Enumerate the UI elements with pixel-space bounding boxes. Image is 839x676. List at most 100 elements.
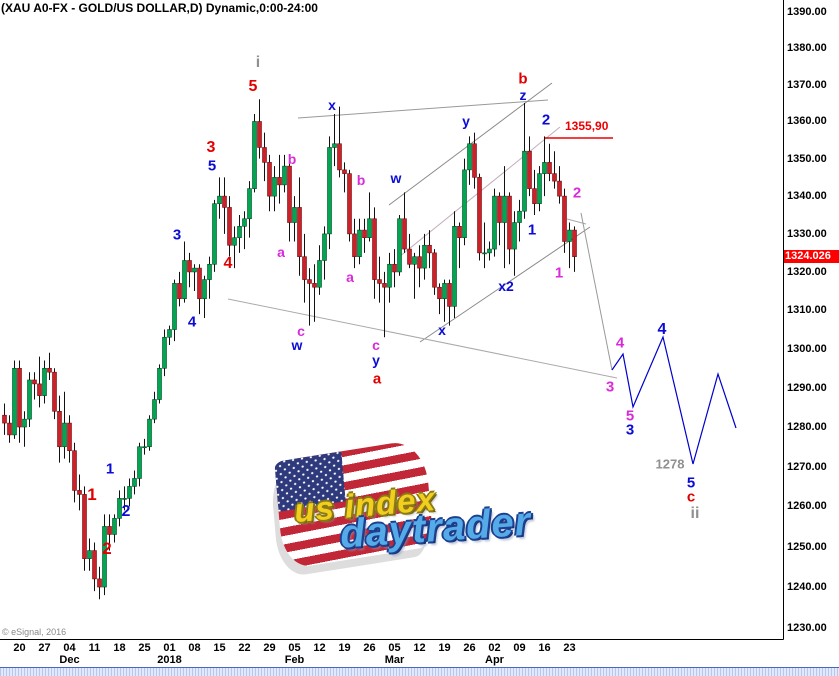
candle-body — [122, 498, 127, 500]
time-axis[interactable]: 20 27 04 11 18 25 01 08 15 22 29 05 12 19 26 05 12 19 26 02… — [0, 640, 784, 668]
wave-label-x-blue[interactable]: x — [438, 322, 446, 338]
candle-body — [282, 165, 287, 186]
candle-body — [237, 226, 242, 238]
candle-body — [267, 162, 272, 197]
wave-label-4-blue[interactable]: 4 — [187, 313, 197, 331]
wave-label-2-blue[interactable]: 2 — [541, 111, 551, 129]
price-axis-label: 1340.00 — [787, 190, 827, 203]
price-axis-label: 1280.00 — [787, 421, 827, 434]
wave-label-4-blue[interactable]: 4 — [657, 321, 667, 338]
wave-label-ii-gray[interactable]: ii — [690, 505, 700, 522]
wave-label-y-blue[interactable]: y — [462, 113, 470, 129]
candle-body — [452, 226, 457, 307]
chart-title: (XAU A0-FX - GOLD/US DOLLAR,D) Dynamic,0… — [1, 1, 318, 15]
candle-body — [292, 207, 297, 223]
wave-label-5-blue[interactable]: 5 — [207, 157, 217, 175]
wave-label-a-magenta[interactable]: a — [346, 269, 354, 285]
wave-label-3-blue[interactable]: 3 — [172, 226, 182, 244]
wave-label-1-blue[interactable]: 1 — [527, 221, 537, 239]
wave-label-b-magenta[interactable]: b — [287, 151, 297, 167]
wave-label-3-blue[interactable]: 3 — [625, 421, 635, 439]
wave-label-1278-gray[interactable]: 1278 — [655, 456, 685, 472]
wave-label-w-blue[interactable]: w — [390, 170, 402, 186]
wave-label-w-blue[interactable]: w — [291, 337, 303, 353]
date-label: 04 — [63, 642, 76, 654]
candle-body — [522, 150, 527, 212]
candle-body — [527, 150, 532, 189]
wave-label-a-magenta[interactable]: a — [277, 244, 285, 260]
wave-label-z-blue[interactable]: z — [519, 87, 527, 103]
candle-body — [217, 195, 222, 204]
wave-label-c-red[interactable]: c — [686, 488, 696, 506]
support-descending-line[interactable] — [227, 298, 618, 379]
wave-label-c-magenta[interactable]: c — [297, 323, 305, 339]
wave-label-x-blue[interactable]: x — [328, 97, 336, 113]
price-axis-label: 1300.00 — [787, 342, 827, 355]
candle-body — [22, 418, 27, 428]
candle-body — [367, 218, 372, 238]
wave-label-1-magenta[interactable]: 1 — [554, 264, 564, 282]
channel-lower-line[interactable] — [419, 226, 591, 343]
candle-body — [57, 410, 62, 448]
candle-body — [67, 422, 72, 451]
candle-body — [347, 173, 352, 235]
projection-drop-line[interactable] — [580, 212, 613, 371]
candle-body — [427, 244, 432, 254]
date-label: 11 — [88, 642, 101, 654]
candle-body — [42, 367, 47, 396]
wave-label-5-red[interactable]: 5 — [248, 78, 258, 95]
candle-body — [262, 147, 267, 163]
candle-body — [312, 283, 317, 288]
wave-label-1-red[interactable]: 1 — [87, 485, 97, 504]
candle-body — [152, 399, 157, 420]
candle-body — [322, 233, 327, 261]
wave-label-3-magenta[interactable]: 3 — [605, 378, 615, 396]
wave-label-2-magenta[interactable]: 2 — [572, 184, 582, 202]
copyright-notice: © eSignal, 2016 — [2, 627, 67, 637]
candle-body — [442, 283, 447, 300]
wave-label-i-gray[interactable]: i — [255, 54, 261, 71]
projection-path[interactable] — [611, 335, 737, 465]
candle-body — [412, 256, 417, 265]
candle-body — [537, 173, 542, 204]
wave-label-2-blue[interactable]: 2 — [121, 503, 131, 520]
candle-body — [27, 379, 32, 420]
wave-label-2-red[interactable]: 2 — [102, 539, 112, 558]
wave-label-4-red[interactable]: 4 — [223, 255, 233, 272]
wave-label-4-magenta[interactable]: 4 — [615, 334, 625, 352]
wave-label-a-red[interactable]: a — [372, 370, 382, 388]
candle-body — [357, 229, 362, 257]
wave-label-3-red[interactable]: 3 — [206, 139, 216, 156]
date-label: 18 — [113, 642, 126, 654]
candle-body — [497, 195, 502, 223]
candle-body — [157, 367, 162, 400]
date-label: 09 — [513, 642, 526, 654]
candle-body — [317, 260, 322, 288]
month-label: Dec — [59, 654, 80, 666]
date-label: 19 — [338, 642, 351, 654]
price-axis-label: 1240.00 — [787, 581, 827, 594]
price-axis-label: 1230.00 — [787, 621, 827, 634]
candle-body — [247, 188, 252, 220]
price-target-label[interactable]: 1355,90 — [565, 119, 609, 133]
wave-label-b-red[interactable]: b — [518, 70, 528, 88]
candle-body — [197, 267, 202, 300]
horizontal-scrollbar[interactable] — [0, 667, 839, 676]
wave-label-5-blue[interactable]: 5 — [686, 474, 696, 492]
candle-body — [492, 195, 497, 250]
wave-label-y-blue[interactable]: y — [372, 352, 380, 368]
wave-label-b-magenta[interactable]: b — [356, 172, 366, 188]
wave-label-c-magenta[interactable]: c — [372, 337, 380, 353]
wave-label-1-blue[interactable]: 1 — [105, 460, 115, 478]
date-label: 16 — [538, 642, 551, 654]
date-label: 19 — [438, 642, 451, 654]
month-label: Feb — [284, 654, 305, 666]
candle-body — [37, 383, 42, 396]
wave-label-5-magenta[interactable]: 5 — [625, 407, 635, 425]
candle-body — [147, 418, 152, 448]
wave-label-x2-blue[interactable]: x2 — [498, 278, 514, 294]
price-axis[interactable]: 1390.00 1380.00 1370.00 1360.00 1350.00 1340.… — [784, 0, 839, 640]
